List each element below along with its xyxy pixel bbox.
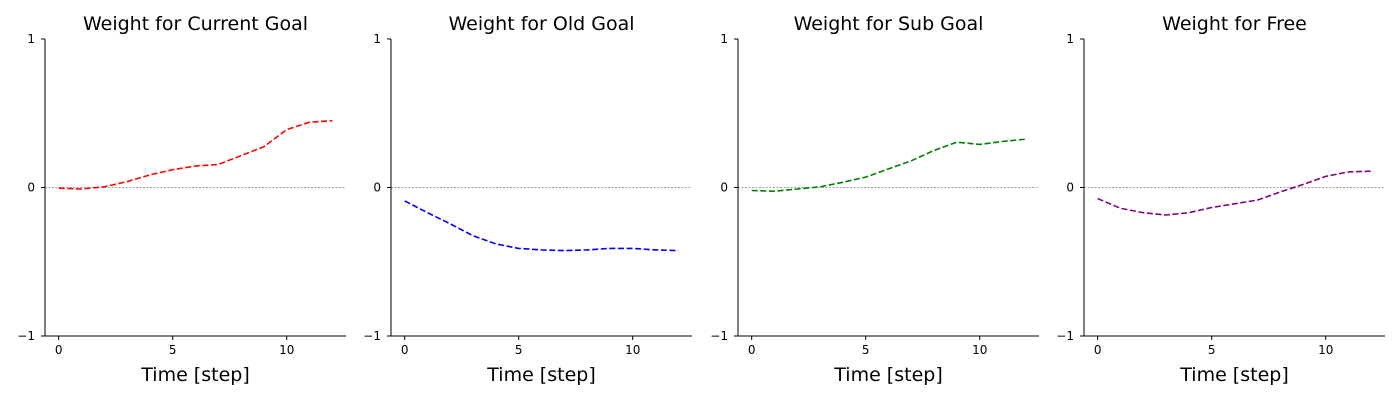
y-tick-label: 0 <box>373 181 381 195</box>
series-line <box>751 138 1026 193</box>
y-tick-label: −1 <box>710 329 728 343</box>
x-tick-label: 10 <box>625 343 640 357</box>
x-tick-label: 0 <box>1094 343 1102 357</box>
x-tick-label: 10 <box>279 343 294 357</box>
x-tick-label: 5 <box>1208 343 1216 357</box>
chart-title: Weight for Free <box>1162 13 1307 35</box>
y-tick-label: 1 <box>720 32 728 46</box>
x-tick-label: 0 <box>748 343 756 357</box>
series-line <box>58 119 333 190</box>
series-line <box>404 200 679 252</box>
y-tick-label: −1 <box>17 329 35 343</box>
y-tick-label: 0 <box>1066 181 1074 195</box>
y-tick-label: −1 <box>1056 329 1074 343</box>
x-tick-label: 5 <box>862 343 870 357</box>
x-tick-label: 10 <box>972 343 987 357</box>
x-tick-label: 5 <box>169 343 177 357</box>
y-tick-label: 1 <box>1066 32 1074 46</box>
x-tick-label: 0 <box>401 343 409 357</box>
x-axis-label: Time [step] <box>833 364 942 386</box>
y-tick-label: 0 <box>720 181 728 195</box>
x-tick-label: 0 <box>55 343 63 357</box>
y-tick-label: −1 <box>363 329 381 343</box>
y-tick-label: 0 <box>27 181 35 195</box>
chart-title: Weight for Current Goal <box>83 13 308 35</box>
series-line <box>1097 170 1372 216</box>
chart-title: Weight for Old Goal <box>448 13 634 35</box>
y-tick-label: 1 <box>373 32 381 46</box>
x-axis-label: Time [step] <box>486 364 595 386</box>
y-tick-label: 1 <box>27 32 35 46</box>
x-axis-label: Time [step] <box>140 364 249 386</box>
chart-title: Weight for Sub Goal <box>794 13 984 35</box>
x-tick-label: 5 <box>515 343 523 357</box>
x-axis-label: Time [step] <box>1179 364 1288 386</box>
x-tick-label: 10 <box>1318 343 1333 357</box>
